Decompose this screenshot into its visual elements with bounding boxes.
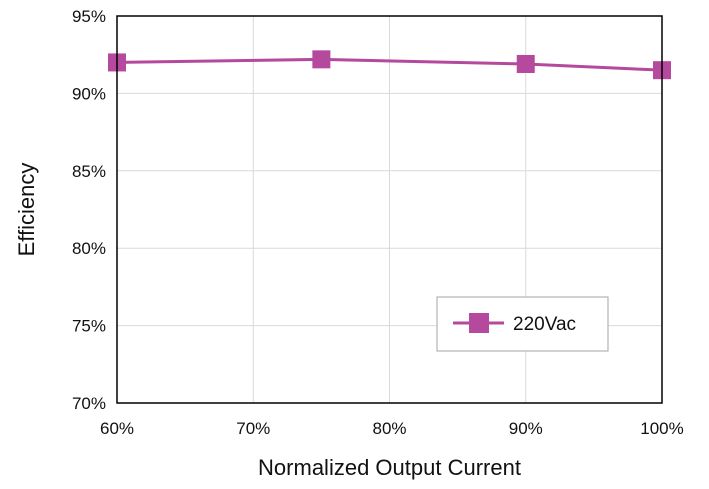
x-tick-label: 80% [372,419,406,438]
y-tick-label: 90% [72,84,106,103]
x-tick-label: 60% [100,419,134,438]
legend: 220Vac [436,296,609,352]
x-tick-label: 100% [640,419,683,438]
y-tick-label: 80% [72,239,106,258]
x-tick-label: 70% [236,419,270,438]
y-axis-tick-labels: 70% 75% 80% 85% 90% 95% [72,7,106,413]
legend-series-marker [469,313,489,333]
y-tick-label: 70% [72,394,106,413]
series-layer [108,50,671,80]
y-tick-label: 85% [72,162,106,181]
y-axis-title: Efficiency [14,163,39,257]
y-tick-label: 75% [72,317,106,336]
series-line [116,57,663,72]
plot-area-frame [116,15,663,404]
data-point-marker [312,50,331,69]
data-point-marker [516,54,535,73]
legend-series-label: 220Vac [513,314,576,335]
x-axis-title: Normalized Output Current [258,455,521,480]
y-tick-label: 95% [72,7,106,26]
x-axis-tick-labels: 60% 70% 80% 90% 100% [100,419,684,438]
x-tick-label: 90% [509,419,543,438]
